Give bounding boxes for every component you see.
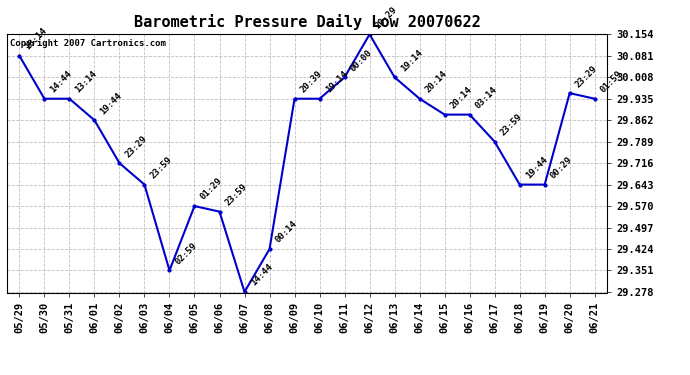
Text: 23:59: 23:59 (499, 112, 524, 138)
Text: 14:44: 14:44 (248, 262, 274, 288)
Text: 19:14: 19:14 (324, 69, 349, 94)
Text: 01:29: 01:29 (199, 177, 224, 202)
Text: 23:59: 23:59 (148, 155, 174, 180)
Text: 23:29: 23:29 (124, 134, 149, 159)
Text: 23:59: 23:59 (224, 182, 249, 207)
Title: Barometric Pressure Daily Low 20070622: Barometric Pressure Daily Low 20070622 (134, 14, 480, 30)
Text: 03:14: 03:14 (474, 85, 499, 111)
Text: 19:44: 19:44 (524, 155, 549, 180)
Text: 18:14: 18:14 (23, 26, 49, 52)
Text: 19:44: 19:44 (99, 91, 124, 116)
Text: 20:14: 20:14 (448, 85, 474, 111)
Text: 00:00: 00:00 (348, 48, 374, 73)
Text: 00:29: 00:29 (549, 155, 574, 180)
Text: 13:14: 13:14 (74, 69, 99, 94)
Text: 23:29: 23:29 (574, 64, 599, 89)
Text: 20:39: 20:39 (299, 69, 324, 94)
Text: 00:14: 00:14 (274, 219, 299, 245)
Text: 20:29: 20:29 (374, 5, 399, 30)
Text: 02:59: 02:59 (174, 241, 199, 266)
Text: 14:44: 14:44 (48, 69, 74, 94)
Text: Copyright 2007 Cartronics.com: Copyright 2007 Cartronics.com (10, 39, 166, 48)
Text: 01:59: 01:59 (599, 69, 624, 94)
Text: 19:14: 19:14 (399, 48, 424, 73)
Text: 20:14: 20:14 (424, 69, 449, 94)
